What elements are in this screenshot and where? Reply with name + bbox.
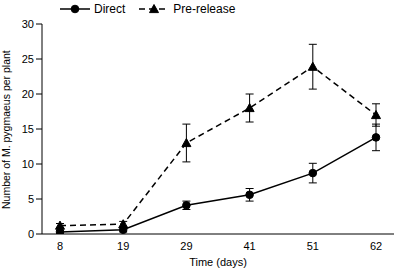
- svg-text:62: 62: [370, 240, 382, 252]
- svg-text:Time (days): Time (days): [189, 256, 247, 268]
- svg-text:25: 25: [22, 53, 34, 65]
- svg-text:8: 8: [57, 240, 63, 252]
- svg-text:5: 5: [28, 193, 34, 205]
- svg-text:30: 30: [22, 18, 34, 30]
- html-text:Direct: Direct: [94, 2, 126, 16]
- svg-text:10: 10: [22, 158, 34, 170]
- svg-text:Number of M. pygmaeus per plan: Number of M. pygmaeus per plant: [8, 50, 12, 209]
- svg-text:51: 51: [307, 240, 319, 252]
- svg-text:29: 29: [180, 240, 192, 252]
- svg-text:15: 15: [22, 123, 34, 135]
- html-text:Pre-release: Pre-release: [173, 2, 236, 16]
- svg-text:0: 0: [28, 228, 34, 240]
- svg-text:41: 41: [243, 240, 255, 252]
- svg-text:20: 20: [22, 88, 34, 100]
- svg-text:19: 19: [117, 240, 129, 252]
